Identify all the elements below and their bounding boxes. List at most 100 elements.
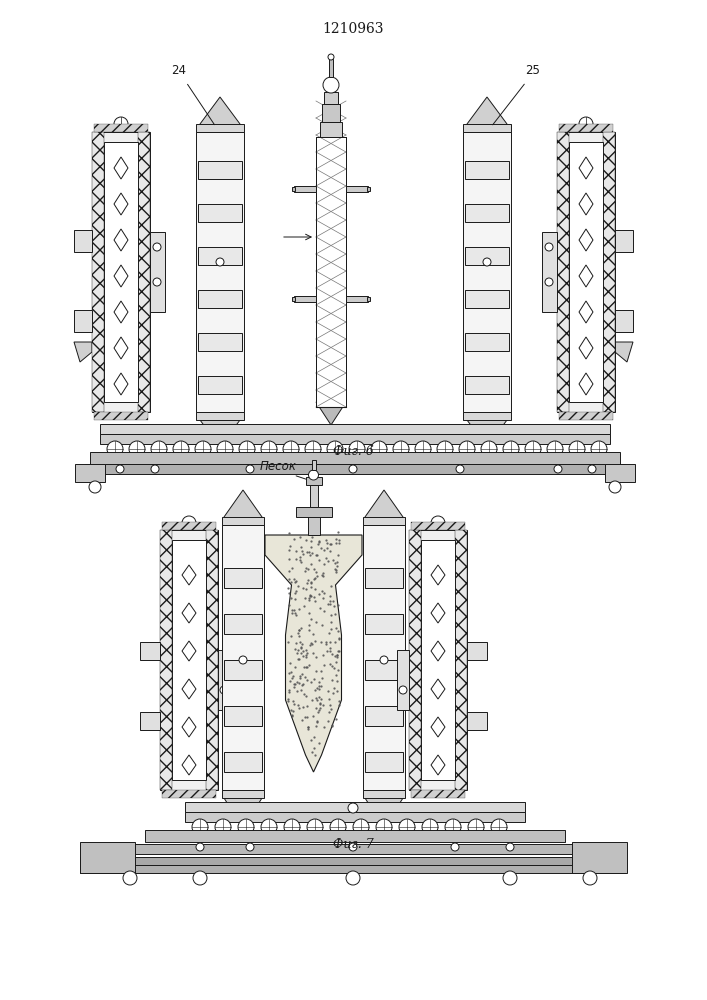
Bar	[198, 333, 242, 351]
Bar	[222, 517, 264, 525]
Circle shape	[371, 441, 387, 457]
Circle shape	[491, 819, 507, 835]
Bar	[75, 464, 105, 482]
Bar	[411, 522, 465, 530]
Circle shape	[547, 441, 563, 457]
Bar	[557, 132, 615, 412]
Bar	[542, 232, 557, 312]
Bar	[559, 412, 613, 420]
Circle shape	[503, 871, 517, 885]
Bar	[365, 660, 403, 680]
Circle shape	[323, 77, 339, 93]
Circle shape	[451, 843, 459, 851]
Circle shape	[399, 819, 415, 835]
Circle shape	[445, 819, 461, 835]
Bar	[224, 706, 262, 726]
Circle shape	[129, 441, 145, 457]
Bar	[467, 712, 487, 730]
Bar	[465, 290, 509, 308]
Circle shape	[328, 54, 334, 60]
Bar	[320, 122, 342, 137]
Bar	[465, 333, 509, 351]
Bar	[198, 376, 242, 394]
Circle shape	[307, 819, 323, 835]
Polygon shape	[74, 342, 92, 362]
Text: 24: 24	[172, 64, 187, 77]
Bar	[603, 132, 615, 412]
Bar	[140, 642, 160, 660]
Circle shape	[284, 819, 300, 835]
Bar	[329, 59, 333, 77]
Bar	[92, 132, 150, 412]
Circle shape	[437, 441, 453, 457]
Bar	[145, 830, 565, 842]
Bar	[196, 132, 244, 412]
Circle shape	[153, 278, 161, 286]
Bar	[198, 290, 242, 308]
Circle shape	[545, 278, 553, 286]
Circle shape	[217, 441, 233, 457]
Bar	[224, 568, 262, 588]
Circle shape	[346, 871, 360, 885]
Circle shape	[456, 465, 464, 473]
Circle shape	[349, 441, 365, 457]
Bar	[294, 186, 316, 192]
Bar	[409, 530, 421, 790]
Circle shape	[114, 117, 128, 131]
Bar	[162, 522, 216, 530]
Bar	[130, 844, 580, 854]
Circle shape	[116, 465, 124, 473]
Bar	[172, 540, 206, 780]
Bar	[94, 124, 148, 132]
Circle shape	[261, 819, 277, 835]
Circle shape	[483, 258, 491, 266]
Polygon shape	[316, 402, 346, 425]
Circle shape	[246, 465, 254, 473]
Bar	[196, 124, 244, 132]
Polygon shape	[365, 490, 403, 535]
Circle shape	[196, 843, 204, 851]
Circle shape	[545, 243, 553, 251]
Circle shape	[305, 441, 321, 457]
Polygon shape	[467, 402, 507, 447]
Text: Песок: Песок	[260, 460, 297, 473]
Bar	[411, 790, 465, 798]
Bar	[421, 540, 455, 780]
Polygon shape	[200, 402, 240, 447]
Bar	[224, 614, 262, 634]
Polygon shape	[467, 97, 507, 142]
Circle shape	[173, 441, 189, 457]
Bar	[316, 137, 346, 407]
Circle shape	[525, 441, 541, 457]
Bar	[104, 142, 138, 402]
Bar	[322, 104, 340, 122]
Text: 1210963: 1210963	[322, 22, 384, 36]
Bar	[140, 712, 160, 730]
Bar	[308, 515, 320, 535]
Bar	[365, 614, 403, 634]
Bar	[363, 525, 405, 790]
Circle shape	[569, 441, 585, 457]
Bar	[572, 842, 627, 873]
Bar	[296, 507, 332, 517]
Circle shape	[591, 441, 607, 457]
Bar	[74, 310, 92, 332]
Circle shape	[215, 819, 231, 835]
Text: Фиг. 7: Фиг. 7	[332, 838, 373, 851]
Bar	[100, 424, 610, 434]
Bar	[363, 790, 405, 798]
Circle shape	[353, 819, 369, 835]
Bar	[222, 525, 264, 790]
Circle shape	[609, 481, 621, 493]
Circle shape	[239, 441, 255, 457]
Bar	[559, 124, 613, 132]
Bar	[316, 137, 346, 407]
Circle shape	[238, 819, 254, 835]
Circle shape	[89, 481, 101, 493]
Bar	[85, 464, 625, 474]
Circle shape	[216, 258, 224, 266]
Circle shape	[415, 441, 431, 457]
Bar	[198, 204, 242, 222]
Circle shape	[399, 686, 407, 694]
Circle shape	[393, 441, 409, 457]
